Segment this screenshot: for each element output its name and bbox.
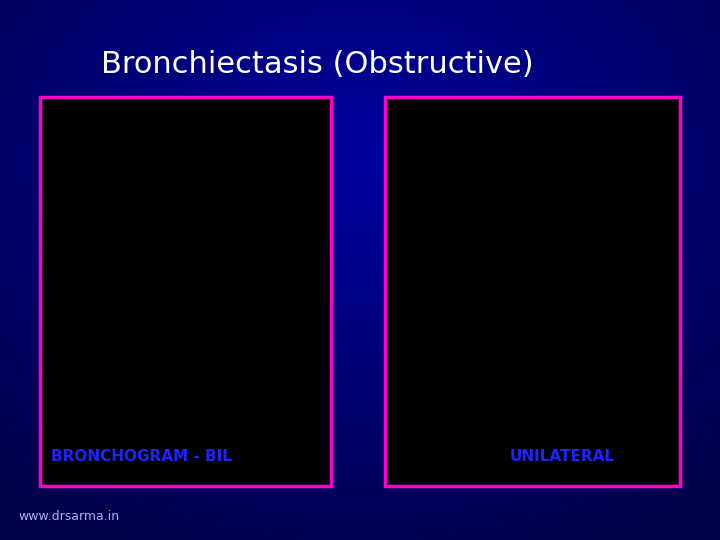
Text: www.drsarma.in: www.drsarma.in <box>18 510 119 523</box>
Bar <box>40 97 331 486</box>
Bar <box>385 97 680 486</box>
Text: UNILATERAL: UNILATERAL <box>510 449 615 464</box>
Text: Bronchiectasis (Obstructive): Bronchiectasis (Obstructive) <box>101 50 534 79</box>
Text: BRONCHOGRAM - BIL: BRONCHOGRAM - BIL <box>51 449 232 464</box>
